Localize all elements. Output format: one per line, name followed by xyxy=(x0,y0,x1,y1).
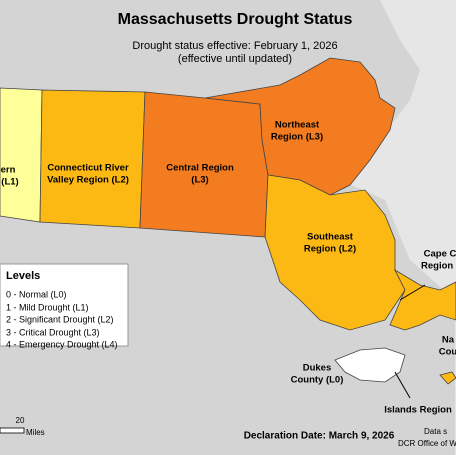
legend-item: 1 - Mild Drought (L1) xyxy=(6,302,89,312)
leader-line xyxy=(394,371,411,399)
region-label: Dukes xyxy=(303,363,332,374)
source: Data s xyxy=(424,427,447,436)
leader-line xyxy=(399,284,426,301)
region-label: Region ( xyxy=(421,261,456,272)
region-label: (L1) xyxy=(1,177,18,188)
source: DCR Office of Wate xyxy=(398,439,456,448)
nantucket xyxy=(439,371,456,385)
region-label: Southeast xyxy=(307,232,354,243)
region-label: Islands Region xyxy=(384,405,452,416)
scale-value: 20 xyxy=(16,416,25,425)
region-label: County (L0) xyxy=(291,375,344,386)
dukes-county xyxy=(334,347,406,383)
legend-item: 4 - Emergency Drought (L4) xyxy=(6,339,118,349)
western-region xyxy=(0,87,43,223)
ct-river-region xyxy=(39,89,146,229)
scale-bar xyxy=(0,427,25,434)
region-label: Na xyxy=(442,335,455,346)
region-label: (L3) xyxy=(191,175,208,186)
legend-item: 2 - Significant Drought (L2) xyxy=(6,314,114,324)
region-label: ern xyxy=(1,165,16,176)
declaration: Declaration Date: March 9, 2026 xyxy=(244,431,395,442)
legend-item: 3 - Critical Drought (L3) xyxy=(6,327,100,337)
cape-region xyxy=(389,268,456,331)
subtitle: Drought status effective: February 1, 20… xyxy=(132,40,337,52)
legend-item: 0 - Normal (L0) xyxy=(6,289,67,299)
region-label: Cape C xyxy=(424,249,456,260)
region-label: Cou xyxy=(439,347,456,358)
northeast-region xyxy=(204,57,396,196)
title: Massachusetts Drought Status xyxy=(118,11,353,28)
region-label: Region (L2) xyxy=(304,244,356,255)
legend-title: Levels xyxy=(6,270,40,282)
subtitle: (effective until updated) xyxy=(178,53,292,65)
region-label: Connecticut River xyxy=(47,163,129,174)
region-label: Central Region xyxy=(166,163,234,174)
region-label: Valley Region (L2) xyxy=(47,175,129,186)
region-label: Region (L3) xyxy=(271,132,323,143)
scale-unit: Miles xyxy=(26,428,45,437)
legend-box xyxy=(0,263,129,347)
region-label: Northeast xyxy=(275,120,320,131)
